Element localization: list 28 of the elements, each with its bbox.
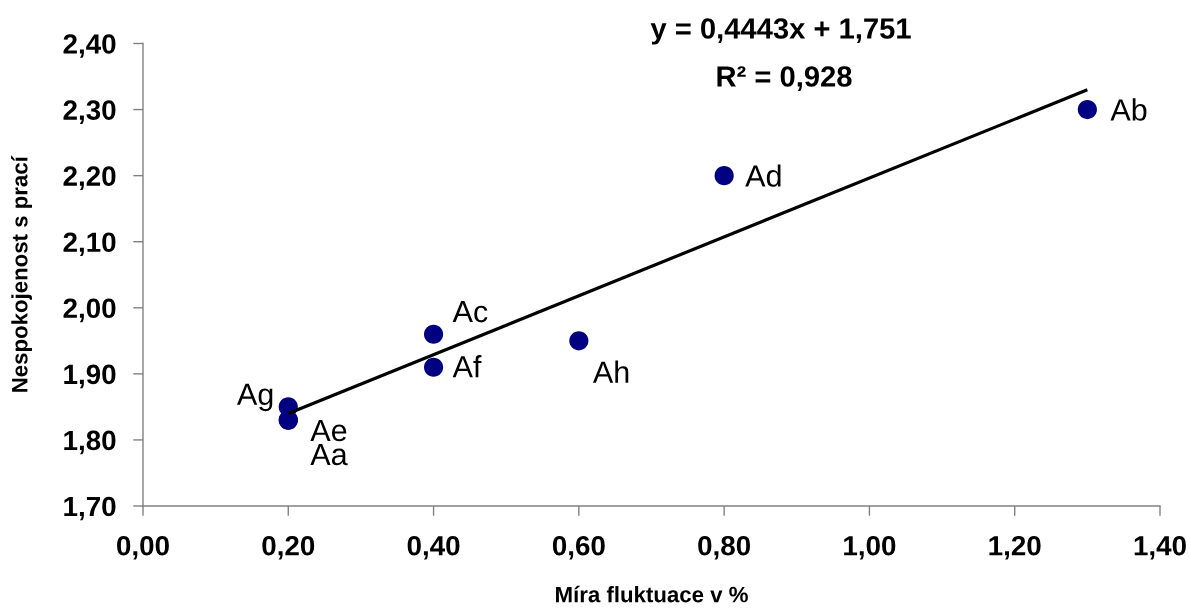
x-tick-label: 0,20 <box>262 535 315 560</box>
x-tick-label: 0,00 <box>117 535 169 560</box>
annotation: Ad <box>745 164 781 187</box>
annotation: Aa <box>310 443 348 466</box>
y-tick-label: 2,20 <box>63 166 116 191</box>
x-tick-label: 0,80 <box>698 535 751 560</box>
annotation: Ac <box>452 301 488 323</box>
y-tick-label: 1,90 <box>64 364 116 389</box>
y-tick-label: 1,80 <box>64 430 116 455</box>
x-tick-label: 1,40 <box>1134 535 1186 560</box>
x-tick-label: 0,40 <box>407 535 460 560</box>
y-tick-label: 2,30 <box>63 100 116 124</box>
annotation: Ae <box>310 419 347 442</box>
annotation: Ag <box>236 383 273 412</box>
x-tick-label: 0,60 <box>552 535 605 560</box>
y-tick-label: 2,40 <box>63 34 116 58</box>
annotation: Af <box>452 355 482 378</box>
y-tick-label: 1,70 <box>64 496 116 521</box>
annotation: y = 0,4443x + 1,751 <box>650 18 911 45</box>
x-axis-title: Míra fluktuace v % <box>556 585 748 603</box>
annotation: Ab <box>1110 98 1147 121</box>
y-tick-label: 2,00 <box>63 298 116 323</box>
annotation: R² = 0,928 <box>717 66 852 92</box>
annotation: Ah <box>592 360 629 383</box>
x-tick-label: 1,20 <box>989 535 1041 560</box>
y-axis-title: Nespokojenost s prací <box>11 155 32 392</box>
y-tick-label: 2,10 <box>63 232 116 257</box>
x-tick-label: 1,00 <box>844 535 896 560</box>
